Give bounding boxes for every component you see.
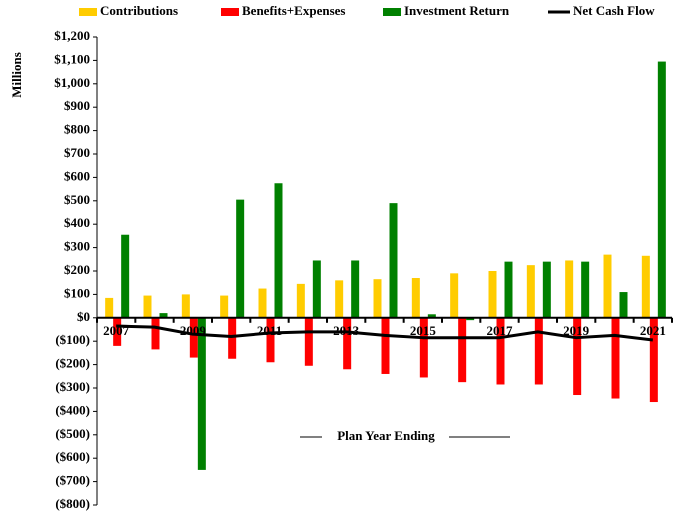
bar: [197, 317, 206, 470]
bar: [542, 261, 551, 318]
y-tick-label: $1,100: [54, 51, 90, 66]
bar: [343, 317, 352, 370]
bar: [274, 183, 283, 318]
bar: [504, 261, 513, 318]
bar: [373, 279, 382, 318]
x-tick-label: 2013: [333, 323, 360, 338]
bar: [151, 317, 160, 350]
y-tick-label: $700: [64, 145, 90, 160]
bar: [534, 317, 543, 385]
bar: [619, 292, 628, 318]
bar: [466, 317, 475, 321]
y-tick-label: $1,200: [54, 28, 90, 43]
y-tick-label: $1,000: [54, 75, 90, 90]
y-tick-label: ($200): [55, 356, 90, 371]
y-tick-label: $600: [64, 168, 90, 183]
y-tick-label: $0: [77, 309, 90, 324]
legend-label: Investment Return: [404, 3, 510, 18]
bar: [496, 317, 505, 385]
y-tick-label: ($500): [55, 426, 90, 441]
legend-swatch: [383, 8, 401, 16]
bar: [381, 317, 390, 374]
x-tick-label: 2019: [563, 323, 590, 338]
bar: [526, 265, 535, 318]
bar: [296, 283, 305, 318]
y-tick-label: $100: [64, 285, 90, 300]
y-tick-label: $800: [64, 122, 90, 137]
bar: [488, 271, 497, 318]
bar: [603, 254, 612, 318]
bar: [105, 297, 114, 318]
bar: [427, 314, 436, 318]
y-tick-label: $400: [64, 215, 90, 230]
bar: [258, 288, 267, 318]
bar: [450, 273, 459, 318]
y-axis-title: Millions: [9, 52, 24, 98]
bar: [113, 317, 122, 346]
legend-swatch: [79, 8, 97, 16]
bar: [351, 260, 360, 318]
bar: [220, 295, 229, 318]
bar: [312, 260, 321, 318]
y-tick-label: $300: [64, 239, 90, 254]
bar: [266, 317, 275, 363]
y-tick-label: $900: [64, 98, 90, 113]
bar: [649, 317, 658, 403]
bar: [143, 295, 152, 318]
legend-label: Benefits+Expenses: [242, 3, 345, 18]
x-axis-title: Plan Year Ending: [337, 428, 435, 443]
bar: [335, 280, 344, 318]
legend-label: Contributions: [100, 3, 178, 18]
legend-label: Net Cash Flow: [573, 3, 655, 18]
y-tick-label: ($400): [55, 402, 90, 417]
x-tick-label: 2021: [640, 323, 666, 338]
y-tick-label: ($700): [55, 473, 90, 488]
bar: [181, 294, 190, 318]
bar: [304, 317, 313, 366]
y-tick-label: ($800): [55, 496, 90, 511]
bar: [458, 317, 467, 383]
bar: [159, 313, 168, 318]
bar: [581, 261, 590, 318]
y-tick-label: ($600): [55, 449, 90, 464]
y-tick-label: $200: [64, 262, 90, 277]
bar: [573, 317, 582, 396]
bar: [411, 278, 420, 318]
bar: [611, 317, 620, 399]
y-tick-label: $500: [64, 192, 90, 207]
bar: [657, 61, 666, 318]
bar: [419, 317, 428, 378]
bar: [389, 203, 398, 318]
x-tick-label: 2011: [257, 323, 282, 338]
bar: [565, 260, 574, 318]
bar: [121, 234, 130, 318]
bar: [189, 317, 198, 358]
x-tick-label: 2017: [487, 323, 514, 338]
bar: [228, 317, 237, 359]
line-series: [116, 324, 654, 342]
bar: [641, 255, 650, 318]
y-tick-label: ($100): [55, 332, 90, 347]
y-tick-label: ($300): [55, 379, 90, 394]
legend-swatch: [221, 8, 239, 16]
bar: [236, 199, 245, 318]
x-tick-label: 2015: [410, 323, 437, 338]
